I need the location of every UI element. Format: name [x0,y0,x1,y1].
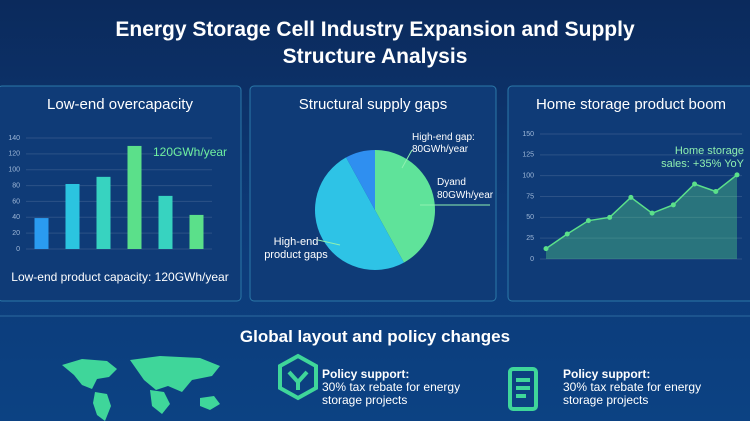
pie-slice [346,150,375,210]
y-tick-label: 60 [12,198,20,205]
policy-title: Policy support: [322,367,410,381]
y-tick-label: 0 [530,256,534,263]
bar [189,214,204,249]
point [692,181,698,187]
panel-title: Low-end overcapacity [47,96,193,113]
point [564,231,570,237]
point [628,194,634,200]
y-tick-label: 50 [526,214,534,221]
annotation: High-end gap: 80GWh/year [412,132,475,155]
y-tick-label: 25 [526,235,534,242]
point [713,189,719,194]
policy-text: 30% tax rebate for energy storage projec… [563,380,702,407]
annotation: Home storage sales: +35% YoY [661,145,744,170]
bar [34,218,49,249]
section-title: Global layout and policy changes [239,327,511,346]
annotation: 120GWh/year [153,145,228,159]
y-tick-label: 100 [8,167,20,174]
bar [158,195,173,249]
panel [507,85,750,302]
annotation: High-end product gaps [264,236,328,261]
point [607,214,613,220]
bar [96,176,111,249]
bar [127,145,142,249]
panel-title: Structural supply gaps [298,96,448,113]
y-tick-label: 140 [8,135,20,142]
world-map [62,356,220,421]
y-tick-label: 100 [522,173,534,180]
annotation: Dyand 80GWh/year [437,177,494,201]
bar [65,183,80,249]
policy-item: Policy support: 30% tax rebate for energy… [322,368,462,407]
point [543,246,549,252]
pie-slice [315,157,404,270]
policy-text: 30% tax rebate for energy storage projec… [322,380,461,407]
y-tick-label: 120 [8,151,20,158]
policy-item: Policy support: 30% tax rebate for energy… [563,368,703,407]
pie-slice [375,150,436,263]
panel-title: Home storage product boom [535,96,727,113]
y-tick-label: 80 [12,182,20,189]
policy-icon [278,353,538,411]
y-tick-label: 20 [12,230,20,237]
y-tick-label: 0 [16,246,20,253]
policy-title: Policy support: [563,367,651,381]
y-tick-label: 150 [522,131,534,138]
panel [0,85,242,302]
page-title: Energy Storage Cell Industry Expansion a… [115,18,635,68]
point [585,218,591,224]
y-tick-label: 40 [12,214,20,221]
caption: Low-end product capacity: 120GWh/year [11,270,229,284]
line [545,174,738,250]
area [546,174,737,259]
point [649,210,655,216]
y-tick-label: 125 [522,152,534,159]
point [734,172,740,178]
y-tick-label: 75 [526,193,534,200]
leader-line [317,239,341,246]
point [670,202,676,208]
leader-line [401,149,413,169]
